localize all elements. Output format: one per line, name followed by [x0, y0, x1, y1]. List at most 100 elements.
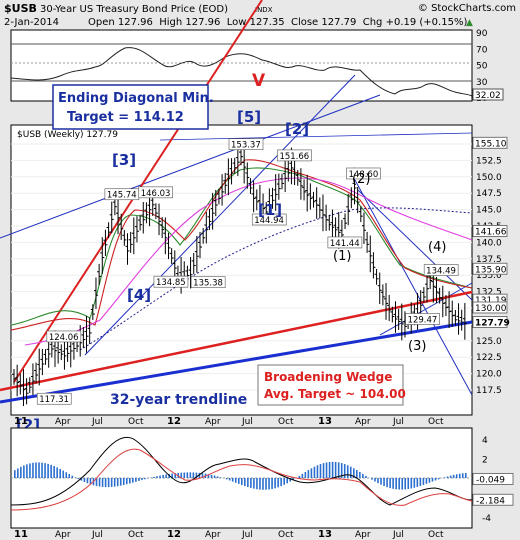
macd-hist-bar [365, 475, 367, 478]
macd-hist-bar [359, 471, 361, 478]
macd-hist-bar [26, 464, 28, 478]
macd-hist-bar [464, 472, 467, 478]
rsi-axis-tick: 90 [476, 29, 488, 39]
macd-hist-bar [29, 463, 31, 478]
macd-hist-bar [352, 468, 355, 478]
x-axis-year: 12 [167, 529, 181, 540]
x-axis-month: Jul [392, 530, 404, 540]
macd-hist-bar [280, 478, 282, 487]
macd-tags: -0.049 -2.184 [472, 472, 514, 506]
price-tag: 135.90 [475, 265, 507, 275]
macd-hist-bar [168, 473, 170, 478]
macd-hist-bar [380, 478, 382, 485]
macd-hist-bar [104, 478, 107, 488]
quote-up-arrow-icon: ▲ [466, 18, 473, 28]
macd-hist-bar [413, 478, 416, 488]
macd-hist-bar [428, 478, 431, 483]
ma-navy [79, 207, 473, 351]
price-tag: 155.10 [475, 139, 507, 149]
trendline-label: 32-year trendline [110, 392, 247, 408]
x-axis-month: Jul [91, 530, 103, 540]
price-value-label: 134.49 [426, 267, 456, 277]
macd-hist-bar [53, 466, 55, 478]
macd-hist-bar [307, 470, 310, 478]
macd-hist-bar [183, 472, 186, 478]
price-tag: 141.66 [475, 228, 507, 238]
macd-hist-bar [452, 474, 455, 478]
macd-hist-bar [437, 478, 440, 480]
wave-3-bracket: [3] [112, 151, 136, 169]
price-value-label: 153.37 [231, 141, 261, 151]
macd-hist-bar [165, 474, 167, 478]
macd-hist-bar [180, 472, 183, 478]
price-value-label: 146.03 [141, 189, 171, 199]
title-label: 30-Year US Treasury Bond Price (EOD) [40, 4, 228, 15]
x-axis-bottom: 11 12 13 Apr Jul Oct Apr Jul Oct Apr Jul Oct [14, 529, 444, 540]
macd-hist-bar [122, 478, 125, 485]
macd-hist-bar [401, 478, 404, 490]
macd-hist-bar [129, 478, 131, 484]
x-axis-month: Apr [355, 530, 371, 540]
macd-hist-bar [298, 475, 301, 478]
macd-hist-bar [20, 466, 22, 478]
exchange-label: INDX [255, 6, 273, 14]
macd-hist-bar [371, 478, 373, 480]
ma-magenta [24, 177, 473, 346]
macd-hist-bar [328, 461, 331, 478]
macd-hist-bar [349, 466, 352, 478]
macd-hist-bar [17, 468, 19, 478]
macd-hist-bar [256, 478, 258, 490]
macd-hist-bar [283, 478, 285, 485]
macd-hist-bar [434, 478, 437, 481]
x-axis-month: Jul [392, 417, 404, 427]
macd-hist-bar [47, 463, 49, 478]
macd-hist-bar [98, 478, 101, 487]
macd-hist-bar [431, 478, 434, 482]
macd-hist-bar [125, 478, 128, 485]
ending-diagonal-box [52, 84, 209, 130]
wave-paren-1: (1) [333, 249, 351, 264]
macd-hist-bar [458, 473, 461, 478]
macd-tag: -2.184 [476, 496, 505, 506]
broadening-wedge-target: Avg. Target ~ 104.00 [264, 387, 406, 401]
ma-red [10, 159, 473, 331]
macd-hist-bar [207, 474, 210, 478]
macd-hist-bar [416, 478, 419, 487]
macd-hist-bar [95, 478, 98, 487]
macd-hist-bar [174, 473, 177, 478]
wave-paren-2: (2) [352, 172, 370, 187]
macd-hist-bar [331, 461, 334, 478]
macd-hist-bar [289, 478, 292, 482]
macd-hist-bar [356, 470, 358, 478]
macd-hist-bar [322, 463, 325, 478]
x-axis-month: Jul [241, 530, 253, 540]
macd-hist-bar [144, 478, 146, 480]
x-axis-month: Oct [278, 417, 294, 427]
macd-hist-bar [71, 475, 74, 478]
macd-tag: -0.049 [476, 475, 505, 485]
macd-hist-bar [189, 472, 192, 478]
price-axis-tick: 152.5 [476, 156, 502, 166]
macd-hist-bar [410, 478, 413, 489]
x-axis-month: Jul [91, 417, 103, 427]
rsi-axis-tick: 30 [476, 78, 488, 88]
macd-line-red [10, 448, 473, 511]
macd-hist-bar [286, 478, 288, 484]
macd-hist-bar [107, 478, 110, 488]
macd-hist-bar [319, 464, 322, 478]
macd-hist-bar [313, 466, 316, 478]
macd-hist-bar [74, 477, 77, 478]
macd-hist-bar [186, 472, 189, 478]
macd-hist-bar [419, 478, 422, 486]
macd-hist-bar [56, 467, 58, 478]
price-tag: 130.00 [475, 304, 507, 314]
macd-hist-bar [310, 468, 313, 478]
macd-hist-bar [277, 478, 279, 488]
macd-hist-bar [262, 478, 264, 490]
macd-axis-tick: 2 [482, 456, 488, 466]
macd-hist-bar [392, 478, 394, 489]
wave-2-bracket: [2] [285, 120, 309, 138]
macd-hist-bar [50, 464, 52, 478]
macd-hist-bar [110, 478, 113, 487]
